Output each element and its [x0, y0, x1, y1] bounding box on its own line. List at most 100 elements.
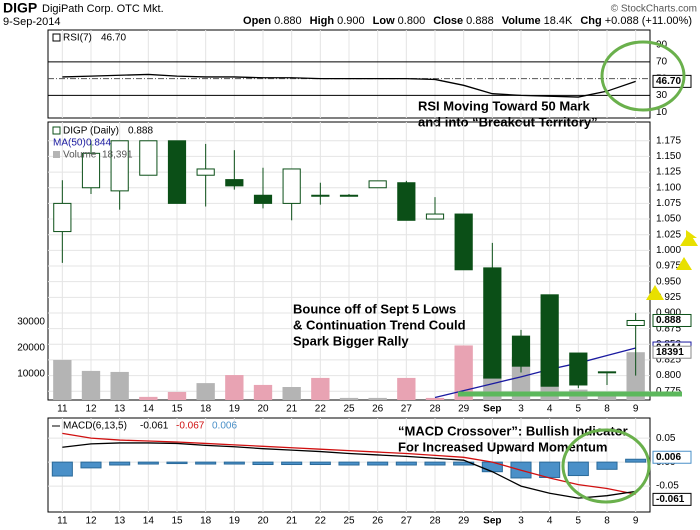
company: DigiPath Corp. OTC Mkt.	[42, 3, 164, 15]
annotation: “MACD Crossover”: Bullish Indicator	[398, 423, 628, 438]
annotation: For Increased Upward Momentum	[398, 439, 607, 454]
x-tick-label: 11	[57, 404, 68, 415]
stat: Low 0.800	[373, 15, 426, 27]
volume-bar	[454, 345, 473, 400]
candle-body	[53, 202, 72, 233]
rsi-line	[62, 73, 636, 98]
x-tick-label: 18	[200, 516, 212, 527]
x-tick-label: 20	[257, 404, 269, 415]
stat-value: 18.4K	[543, 15, 573, 27]
volume-bar	[626, 352, 645, 400]
x-tick-label: 3	[518, 404, 524, 415]
x-tick-label: 27	[401, 516, 413, 527]
candle-body	[225, 179, 244, 187]
legend-value: -0.061	[140, 421, 169, 432]
x-tick-label: 15	[171, 404, 183, 415]
x-tick-label: 28	[429, 516, 441, 527]
stat-label: Close	[433, 15, 464, 27]
candle-body	[368, 180, 387, 189]
value-marker-label: 0.006	[656, 452, 681, 463]
y-tick-label: 0.825	[656, 355, 681, 366]
x-tick-label: 29	[458, 404, 470, 415]
value-marker	[652, 345, 692, 359]
x-tick-label: 15	[171, 516, 183, 527]
histogram-bar	[367, 461, 389, 466]
x-tick-label: 25	[343, 404, 355, 415]
legend-name: MA(50)	[53, 138, 86, 149]
macd-line	[62, 442, 636, 499]
stat: Chg +0.088 (+11.00%)	[580, 15, 692, 27]
legend-name: Volume	[63, 150, 97, 161]
y-tick-label: 1.150	[656, 151, 681, 162]
annotation: & Continuation Trend Could	[293, 317, 466, 332]
x-tick-label: 12	[85, 404, 97, 415]
value-marker	[652, 313, 692, 327]
x-tick-label: Sep	[483, 404, 501, 415]
candle-body	[597, 371, 617, 374]
histogram-bar	[281, 461, 303, 466]
legend-name: DIGP (Daily)	[63, 126, 119, 137]
legend-value: 0.844	[86, 138, 111, 149]
stat-label: Low	[372, 15, 395, 27]
y-tick-label: 0.900	[656, 308, 681, 319]
volume-bar	[167, 391, 187, 400]
volume-bar	[81, 370, 101, 400]
candle-body	[397, 182, 416, 221]
candle-body	[81, 152, 101, 189]
histogram-bar	[539, 461, 561, 478]
value-marker	[652, 450, 692, 464]
x-tick-label: 4	[547, 404, 553, 415]
value-marker	[652, 492, 692, 506]
y-tick-label: 0.950	[656, 276, 681, 287]
x-tick-label: 9	[633, 404, 639, 415]
x-tick-label: 21	[286, 516, 298, 527]
annotation: RSI Moving Toward 50 Mark	[418, 98, 590, 113]
candle-body	[425, 213, 445, 220]
candle-body	[454, 213, 473, 271]
candle-body	[167, 140, 187, 204]
x-tick-label: 20	[257, 516, 269, 527]
candle-body	[282, 168, 301, 204]
histogram-bar	[424, 461, 446, 466]
x-tick-label: 9	[633, 516, 639, 527]
value-marker-label: 18391	[656, 347, 684, 358]
histogram-bar	[252, 461, 274, 466]
x-tick-label: 14	[143, 404, 155, 415]
volume-bar	[425, 397, 445, 400]
x-tick-label: 11	[57, 516, 68, 527]
legend-swatch	[53, 151, 60, 158]
legend-name: RSI(7)	[63, 33, 92, 44]
histogram-bar	[109, 461, 131, 466]
y-tick-label: -0.05	[656, 481, 679, 492]
x-tick-label: 4	[547, 516, 553, 527]
legend-value: -0.067	[176, 421, 205, 432]
volume-bar	[368, 397, 387, 400]
x-tick-label: 5	[576, 404, 582, 415]
volume-bar	[253, 384, 273, 400]
candle-body	[511, 335, 531, 367]
histogram-bar	[223, 461, 245, 465]
legend-swatch	[52, 126, 61, 135]
candle-body	[196, 168, 215, 176]
legend-value: 18,391	[102, 150, 133, 161]
histogram-bar	[395, 461, 417, 466]
candle-body	[110, 140, 129, 192]
annotation: Spark Bigger Rally	[293, 333, 409, 348]
signal-line	[62, 432, 636, 495]
legend-value: 0.888	[128, 126, 153, 137]
candle-body	[540, 294, 559, 387]
stat-value: 0.888	[466, 15, 494, 27]
legend-swatch	[52, 33, 61, 42]
highlight-circle	[600, 40, 686, 112]
volume-bar	[339, 397, 359, 400]
stat: Volume 18.4K	[502, 15, 573, 27]
x-tick-label: 18	[200, 404, 212, 415]
x-tick-label: Sep	[483, 516, 501, 527]
x-tick-label: 12	[85, 516, 97, 527]
source: © StockCharts.com	[611, 4, 697, 15]
volume-bar	[196, 383, 215, 400]
stats: Open 0.880 High 0.900 Low 0.800 Close 0.888 Volu…	[243, 15, 692, 27]
volume-bar	[282, 387, 301, 400]
